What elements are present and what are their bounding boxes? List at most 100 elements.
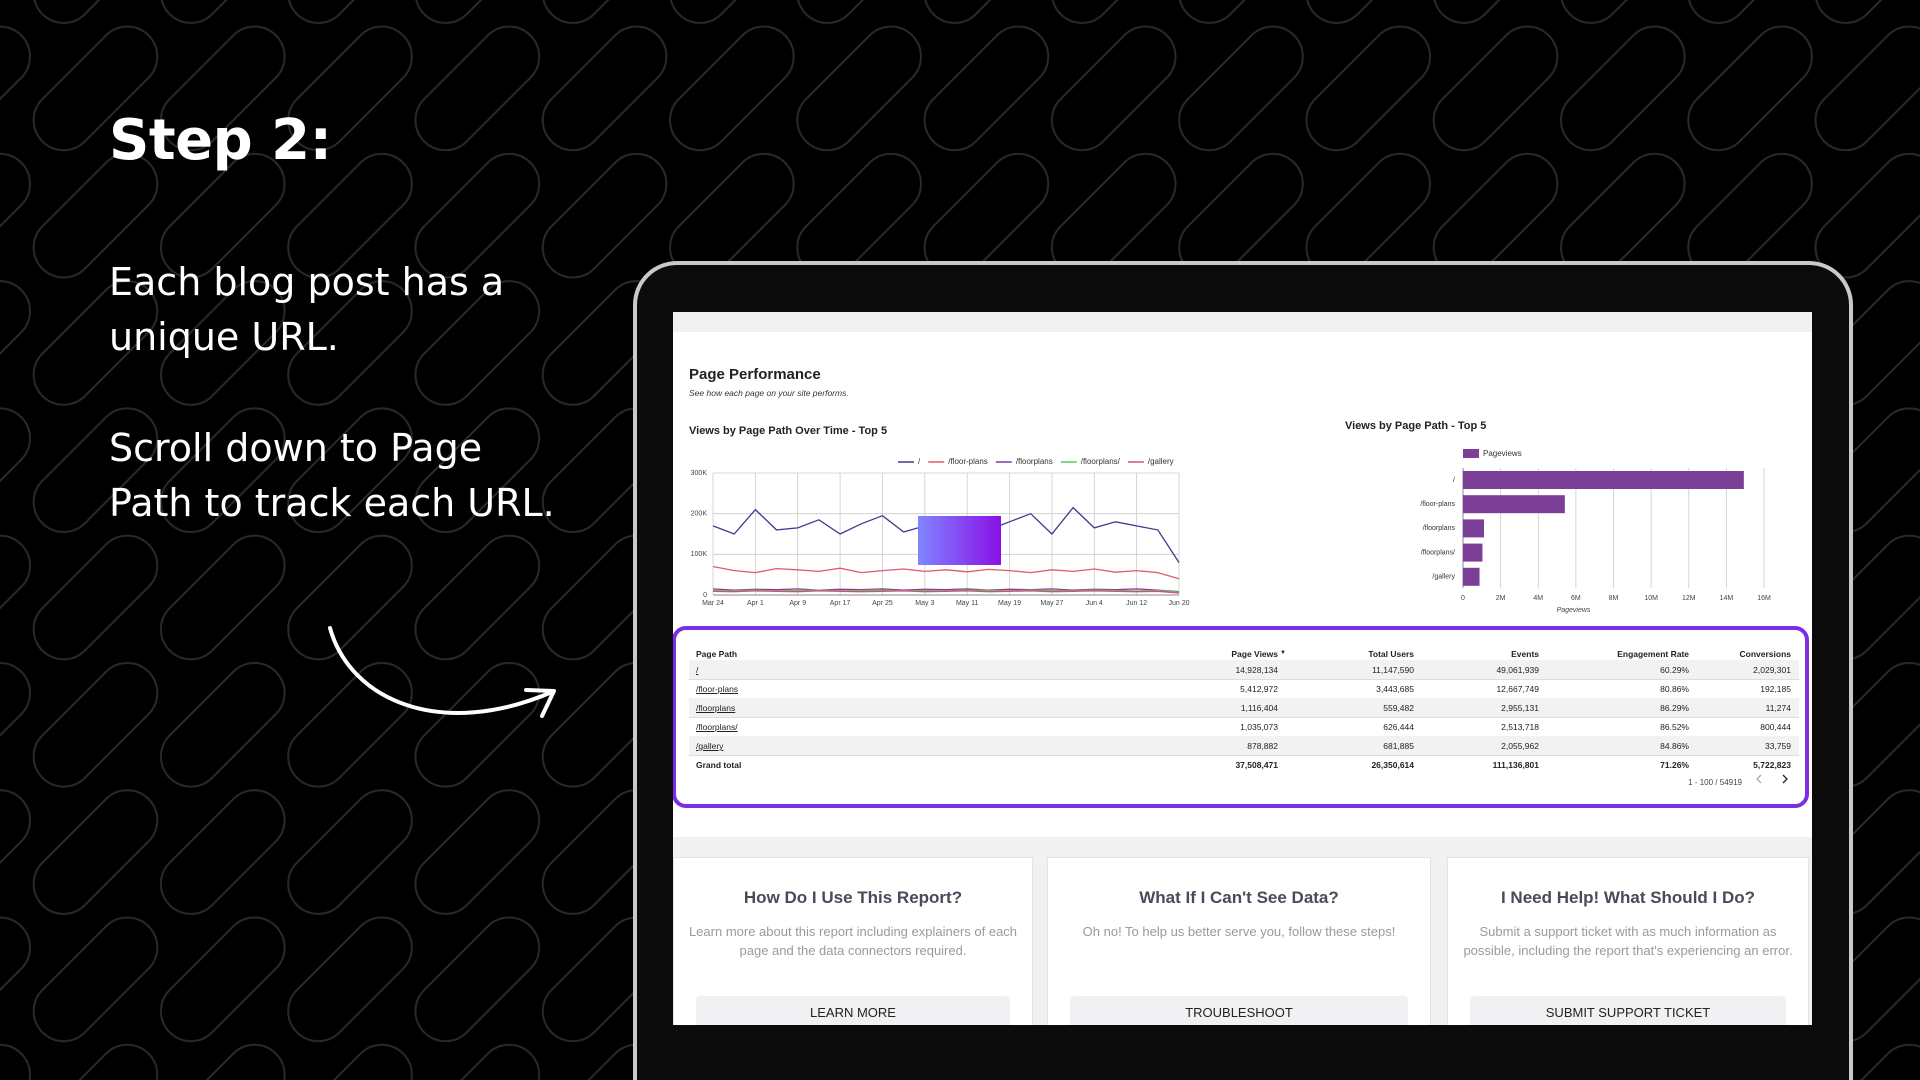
x-tick-label: 4M bbox=[1533, 595, 1543, 602]
sort-icon: ▼ bbox=[1280, 650, 1286, 656]
x-tick-label: 10M bbox=[1644, 595, 1658, 602]
x-tick-label: Jun 12 bbox=[1126, 600, 1147, 607]
help-card: How Do I Use This Report? Learn more abou… bbox=[673, 857, 1033, 1025]
card-button[interactable]: SUBMIT SUPPORT TICKET bbox=[1470, 996, 1786, 1025]
paragraph: Each blog post has a unique URL. bbox=[109, 255, 504, 365]
card-text: Learn more about this report including e… bbox=[688, 924, 1018, 958]
bar bbox=[1463, 543, 1483, 562]
table-row: / 14,928,134 11,147,590 49,061,939 60.29% 2,0… bbox=[689, 660, 1799, 680]
x-tick-label: May 27 bbox=[1040, 600, 1063, 607]
legend-label: Pageviews bbox=[1483, 449, 1522, 458]
table-cell: 84.86% bbox=[1660, 741, 1689, 751]
table-cell: 80.86% bbox=[1660, 684, 1689, 694]
bar bbox=[1463, 567, 1480, 586]
y-tick-label: / bbox=[1453, 477, 1455, 484]
legend-label: /floor-plans bbox=[948, 457, 988, 466]
x-tick-label: 16M bbox=[1757, 595, 1771, 602]
y-tick-label: /floorplans bbox=[1423, 525, 1456, 532]
table-cell: 626,444 bbox=[1383, 722, 1414, 732]
legend-label: /floorplans bbox=[1016, 457, 1053, 466]
legend-swatch bbox=[1463, 449, 1479, 458]
table-cell: 111,136,801 bbox=[1492, 760, 1539, 770]
x-tick-label: 8M bbox=[1609, 595, 1619, 602]
table-cell: 33,759 bbox=[1765, 741, 1791, 751]
table-cell: 26,350,614 bbox=[1371, 760, 1414, 770]
help-card: I Need Help! What Should I Do? Submit a s… bbox=[1447, 857, 1809, 1025]
bar bbox=[1463, 495, 1565, 514]
page-path-link[interactable]: /floor-plans bbox=[696, 684, 739, 694]
table-cell: 2,955,131 bbox=[1501, 703, 1539, 713]
page-path-link[interactable]: /gallery bbox=[696, 741, 724, 751]
text-line: Scroll down to Page bbox=[109, 426, 483, 470]
x-tick-label: Apr 9 bbox=[789, 600, 806, 607]
page-path-link[interactable]: / bbox=[696, 665, 699, 675]
table-cell: 5,722,823 bbox=[1753, 760, 1791, 770]
table-cell: 12,667,749 bbox=[1496, 684, 1539, 694]
table-cell: Engagement Rate bbox=[1617, 649, 1689, 659]
x-axis-label: Pageviews bbox=[1557, 607, 1591, 614]
x-tick-label: 2M bbox=[1496, 595, 1506, 602]
table-cell: 60.29% bbox=[1660, 665, 1689, 675]
series-line bbox=[712, 565, 1180, 580]
table-cell: 86.29% bbox=[1660, 703, 1689, 713]
card-button[interactable]: LEARN MORE bbox=[696, 996, 1010, 1025]
table-cell: 800,444 bbox=[1760, 722, 1791, 732]
table-cell: 37,508,471 bbox=[1235, 760, 1278, 770]
table-row: /floorplans/1,035,073 626,444 2,513,718 86.… bbox=[689, 717, 1799, 737]
legend-label: / bbox=[918, 457, 921, 466]
card-button[interactable]: TROUBLESHOOT bbox=[1070, 996, 1408, 1025]
x-tick-label: Apr 25 bbox=[872, 600, 893, 607]
series-line bbox=[712, 588, 1180, 593]
x-tick-label: May 3 bbox=[915, 600, 934, 607]
table-cell: 11,274 bbox=[1765, 703, 1791, 713]
paragraph: Scroll down to Page Path to track each U… bbox=[109, 421, 555, 531]
x-tick-label: Apr 1 bbox=[747, 600, 764, 607]
bar bbox=[1463, 471, 1744, 489]
table-cell: 14,928,134 bbox=[1235, 665, 1278, 675]
pagination-text: 1 - 100 / 54919 bbox=[1688, 778, 1742, 787]
table-cell: 3,443,685 bbox=[1376, 684, 1414, 694]
table-total: Grand total 37,508,471 26,350,614 111,136,8… bbox=[689, 755, 1799, 774]
line-chart-title: Views by Page Path Over Time - Top 5 bbox=[689, 425, 887, 437]
text-line: unique URL. bbox=[109, 315, 339, 359]
x-tick-label: 6M bbox=[1571, 595, 1581, 602]
prev-page[interactable] bbox=[1756, 774, 1762, 784]
page-path-link[interactable]: /floorplans/ bbox=[696, 722, 738, 732]
x-tick-label: Mar 24 bbox=[702, 600, 724, 607]
table-cell: 192,185 bbox=[1760, 684, 1791, 694]
legend-label: /gallery bbox=[1148, 457, 1174, 466]
table-header: Page Path Page Views Total Users Events Enga… bbox=[689, 644, 1799, 663]
table-cell: 1,035,073 bbox=[1240, 722, 1278, 732]
table-row: /floorplans 1,116,404 559,482 2,955,131 86.2… bbox=[689, 698, 1799, 718]
table-cell: Conversions bbox=[1739, 649, 1792, 659]
next-page[interactable] bbox=[1782, 774, 1788, 784]
table-row: /floor-plans 5,412,972 3,443,685 12,667,749… bbox=[689, 679, 1799, 699]
x-tick-label: 12M bbox=[1682, 595, 1696, 602]
card-text: Submit a support ticket with as much inf… bbox=[1463, 924, 1793, 958]
help-card: What If I Can't See Data? Oh no! To help … bbox=[1047, 857, 1431, 1025]
table-cell: 11,147,590 bbox=[1372, 665, 1414, 675]
page-path-link[interactable]: /floorplans bbox=[696, 703, 736, 713]
x-tick-label: Jun 4 bbox=[1086, 600, 1103, 607]
legend-label: /floorplans/ bbox=[1081, 457, 1121, 466]
card-title: How Do I Use This Report? bbox=[743, 888, 963, 907]
table-cell: 1,116,404 bbox=[1240, 703, 1278, 713]
table-cell: 559,482 bbox=[1383, 703, 1414, 713]
report-subtitle: See how each page on your site performs. bbox=[689, 388, 849, 398]
x-tick-label: 0 bbox=[1461, 595, 1465, 602]
table-cell: 878,882 bbox=[1247, 741, 1278, 751]
charts: Views by Page Path Over Time - Top 5 Vie… bbox=[689, 420, 1771, 614]
y-tick-label: 100K bbox=[691, 551, 708, 558]
table-cell: Page Path bbox=[696, 649, 738, 659]
table-cell: 49,061,939 bbox=[1496, 665, 1539, 675]
table-highlight bbox=[673, 626, 1809, 808]
table-cell: 86.52% bbox=[1660, 722, 1689, 732]
table-cell: Page Views bbox=[1231, 649, 1278, 659]
series-line bbox=[712, 590, 1180, 594]
y-tick-label: /gallery bbox=[1432, 574, 1455, 581]
table-cell: 681,885 bbox=[1383, 741, 1414, 751]
step-heading: Step 2: bbox=[109, 108, 332, 173]
table-cell: Grand total bbox=[696, 760, 742, 770]
y-tick-label: 300K bbox=[691, 470, 708, 477]
y-tick-label: /floor-plans bbox=[1420, 501, 1455, 508]
